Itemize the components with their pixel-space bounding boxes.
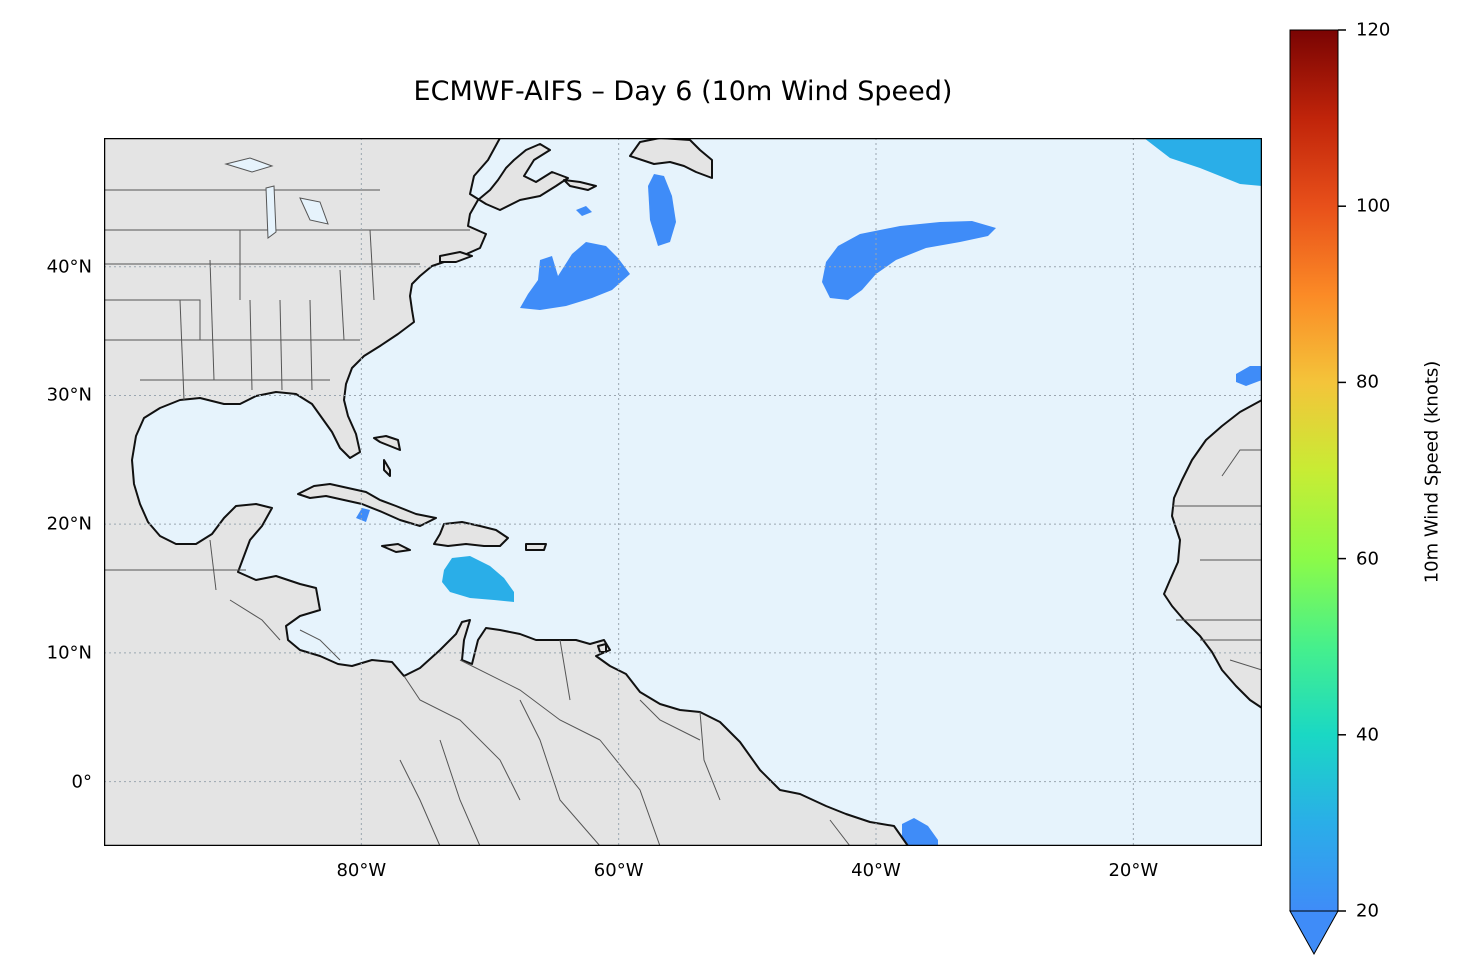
africa-land <box>1163 399 1262 846</box>
longitude-tick-label: 60°W <box>593 860 644 881</box>
latitude-tick-label: 20°N <box>46 513 92 535</box>
trinidad <box>597 643 607 653</box>
lakes <box>224 157 329 239</box>
colorbar-tick-label: 60 <box>1356 548 1379 570</box>
hispaniola <box>433 521 509 547</box>
bahamas <box>373 435 401 451</box>
puerto-rico <box>525 543 547 551</box>
long-island <box>439 251 473 263</box>
latitude-tick-label: 0° <box>71 771 92 793</box>
lake-huron <box>299 197 329 225</box>
map-border <box>104 138 1262 846</box>
colorbar-gradient <box>1289 29 1339 912</box>
colorbar-extend-triangle <box>1289 910 1339 956</box>
wind-patch-cuba <box>356 508 370 522</box>
wind-patch-mid-atlantic <box>520 242 630 310</box>
longitude-tick-label: 80°W <box>336 860 387 881</box>
land-masses <box>104 138 1262 846</box>
colorbar-tick-label: 120 <box>1356 19 1391 41</box>
bahamas-2 <box>383 459 391 477</box>
wind-patch-equator <box>902 818 938 846</box>
latitude-tick-label: 40°N <box>46 256 92 278</box>
latitude-tick-label: 30°N <box>46 384 92 406</box>
gridlines <box>104 138 1262 846</box>
pei <box>563 179 597 191</box>
colorbar-tick-label: 80 <box>1356 371 1379 393</box>
jamaica <box>381 543 411 553</box>
colorbar-tick-label: 100 <box>1356 195 1391 217</box>
cuba <box>297 483 437 527</box>
longitude-tick-label: 20°W <box>1108 860 1159 881</box>
lake-michigan <box>265 185 277 239</box>
latitude-tick-label: 10°N <box>46 642 92 664</box>
longitude-tick-label: 40°W <box>851 860 901 881</box>
chart-title: ECMWF-AIFS – Day 6 (10m Wind Speed) <box>413 76 953 107</box>
wind-speed-shading <box>162 138 1262 846</box>
colorbar-tick-label: 40 <box>1356 724 1379 746</box>
colorbar-label: 10m Wind Speed (knots) <box>1421 360 1443 584</box>
map-area[interactable] <box>104 138 1262 846</box>
north-america-land <box>104 138 909 846</box>
wind-patch-nova-scotia <box>648 174 676 246</box>
wind-patch-gulf-stlawrence <box>576 206 592 216</box>
wind-patch-northeast-corner <box>1144 138 1262 186</box>
lake-superior <box>224 157 274 173</box>
colorbar-tick-label: 20 <box>1356 900 1379 922</box>
wind-patch-north-atlantic <box>822 221 996 300</box>
wind-patch-caribbean <box>442 556 514 602</box>
country-borders <box>104 189 1262 846</box>
wind-patch-canary <box>1236 366 1262 386</box>
